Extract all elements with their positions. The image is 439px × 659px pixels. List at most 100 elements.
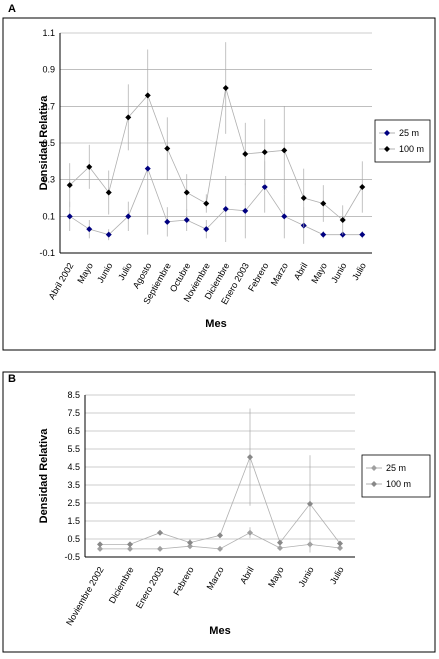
data-point bbox=[187, 539, 193, 546]
data-point bbox=[86, 163, 93, 170]
y-tick-label: 7.5 bbox=[67, 408, 80, 418]
data-point bbox=[261, 149, 268, 156]
legend-box bbox=[361, 454, 431, 498]
x-tick-label: Abril bbox=[292, 261, 310, 282]
data-point bbox=[127, 545, 133, 552]
y-tick-label: 0.7 bbox=[42, 101, 55, 111]
data-point bbox=[183, 217, 190, 223]
data-point bbox=[242, 207, 249, 214]
y-axis-title: Densidad Relativa bbox=[38, 95, 50, 191]
data-point bbox=[164, 145, 171, 152]
chart-frame bbox=[2, 17, 436, 351]
data-point bbox=[277, 539, 283, 546]
data-point bbox=[222, 206, 229, 212]
x-tick-label: Febrero bbox=[171, 565, 195, 597]
data-point bbox=[337, 540, 343, 547]
x-tick-label: Abril bbox=[238, 565, 256, 586]
data-point bbox=[247, 529, 253, 536]
y-tick-label: 0.1 bbox=[42, 211, 55, 221]
data-point bbox=[300, 195, 307, 201]
x-axis-title: Mes bbox=[205, 318, 226, 330]
data-point bbox=[281, 213, 288, 220]
x-tick-label: Mayo bbox=[75, 261, 95, 285]
data-point bbox=[320, 200, 327, 207]
x-tick-label: Junio bbox=[296, 565, 315, 589]
data-point bbox=[281, 147, 288, 154]
y-axis-title: Densidad Relativa bbox=[38, 428, 50, 524]
x-tick-label: Diciembre bbox=[107, 565, 136, 605]
y-tick-label: 0.5 bbox=[42, 138, 55, 148]
y-tick-label: 0.3 bbox=[42, 175, 55, 185]
x-tick-label: Junio bbox=[329, 261, 348, 285]
data-point bbox=[97, 545, 103, 552]
data-point bbox=[127, 541, 133, 548]
x-tick-label: Julio bbox=[328, 565, 346, 586]
legend-label: 100 m bbox=[386, 479, 411, 489]
y-tick-label: 6.5 bbox=[67, 426, 80, 436]
data-point bbox=[125, 213, 132, 220]
legend-label: 25 m bbox=[399, 128, 419, 138]
y-tick-label: 1.5 bbox=[67, 516, 80, 526]
legend-marker bbox=[384, 130, 390, 136]
x-tick-label: Abril 2002 bbox=[47, 261, 76, 301]
data-point bbox=[164, 218, 171, 225]
x-tick-label: Enero 2003 bbox=[134, 565, 166, 610]
data-point bbox=[359, 231, 366, 238]
data-point bbox=[66, 213, 73, 220]
x-tick-label: Marzo bbox=[269, 261, 290, 288]
data-point bbox=[157, 529, 163, 536]
series-line bbox=[69, 87, 363, 221]
x-tick-label: Junio bbox=[95, 261, 114, 285]
y-tick-label: 5.5 bbox=[67, 444, 80, 454]
y-tick-label: 4.5 bbox=[67, 462, 80, 472]
y-tick-label: -0.1 bbox=[39, 248, 55, 258]
data-point bbox=[203, 226, 210, 233]
legend-box bbox=[374, 119, 431, 163]
data-point bbox=[97, 541, 103, 548]
legend-label: 25 m bbox=[386, 463, 406, 473]
data-point bbox=[203, 200, 210, 207]
data-point bbox=[242, 151, 249, 157]
data-point bbox=[125, 114, 132, 121]
x-tick-label: Noviembre 2002 bbox=[64, 565, 106, 627]
y-tick-label: 2.5 bbox=[67, 498, 80, 508]
x-tick-label: Mayo bbox=[266, 565, 286, 589]
data-point bbox=[307, 500, 313, 507]
data-point bbox=[183, 189, 190, 196]
panel-label: B bbox=[8, 373, 16, 385]
series-line bbox=[100, 455, 341, 545]
y-tick-label: 1.1 bbox=[42, 28, 55, 38]
data-point bbox=[86, 226, 93, 233]
chart-frame bbox=[2, 371, 436, 653]
y-tick-label: 0.5 bbox=[67, 534, 80, 544]
data-point bbox=[144, 165, 151, 172]
data-point bbox=[157, 545, 163, 552]
x-axis-title: Mes bbox=[209, 625, 230, 637]
data-point bbox=[222, 85, 229, 91]
legend-label: 100 m bbox=[399, 144, 424, 154]
data-point bbox=[359, 184, 366, 190]
x-tick-label: Julio bbox=[116, 261, 134, 282]
data-point bbox=[105, 231, 112, 238]
y-tick-label: 8.5 bbox=[67, 390, 80, 400]
data-point bbox=[339, 217, 346, 223]
data-point bbox=[277, 545, 283, 551]
data-point bbox=[66, 182, 73, 189]
legend-marker bbox=[371, 465, 377, 471]
x-tick-label: Mayo bbox=[309, 261, 329, 285]
legend-marker bbox=[371, 481, 377, 487]
data-point bbox=[320, 231, 327, 238]
data-point bbox=[217, 532, 223, 539]
series-line bbox=[69, 167, 363, 236]
y-tick-label: 0.9 bbox=[42, 65, 55, 75]
data-point bbox=[144, 92, 151, 99]
legend-marker bbox=[384, 146, 390, 152]
panel-label: A bbox=[8, 3, 16, 15]
data-point bbox=[247, 454, 253, 461]
y-tick-label: 3.5 bbox=[67, 480, 80, 490]
x-tick-label: Julio bbox=[350, 261, 368, 282]
data-point bbox=[261, 184, 268, 190]
x-tick-label: Marzo bbox=[205, 565, 226, 592]
data-point bbox=[105, 189, 112, 196]
